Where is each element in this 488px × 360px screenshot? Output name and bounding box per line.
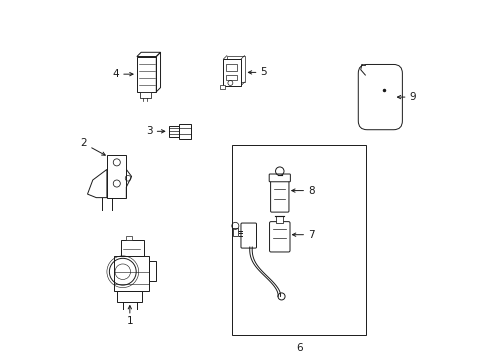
Bar — [232, 228, 237, 237]
Text: 2: 2 — [80, 138, 87, 148]
Text: 9: 9 — [409, 92, 415, 102]
Text: 3: 3 — [145, 126, 152, 136]
Bar — [178, 123, 190, 139]
Bar — [225, 64, 237, 71]
Bar — [114, 256, 149, 291]
Text: 5: 5 — [260, 67, 266, 77]
FancyBboxPatch shape — [269, 222, 289, 252]
Bar — [225, 75, 237, 80]
Text: 8: 8 — [307, 186, 314, 195]
Bar — [140, 92, 151, 98]
Bar — [107, 155, 126, 198]
Bar — [126, 237, 131, 240]
Bar — [137, 57, 156, 92]
Bar — [223, 59, 241, 86]
Text: 6: 6 — [295, 343, 302, 352]
Bar — [117, 291, 142, 302]
Bar — [149, 261, 156, 280]
FancyBboxPatch shape — [269, 174, 290, 182]
Bar — [232, 145, 366, 335]
Bar — [121, 240, 143, 256]
Text: 1: 1 — [126, 316, 133, 326]
FancyBboxPatch shape — [358, 64, 402, 130]
Bar — [276, 216, 283, 223]
Bar — [219, 85, 224, 89]
Text: 4: 4 — [112, 69, 119, 79]
FancyBboxPatch shape — [241, 223, 256, 248]
Bar — [168, 126, 178, 137]
Bar — [226, 56, 244, 82]
FancyBboxPatch shape — [270, 180, 288, 212]
Text: 7: 7 — [307, 230, 314, 240]
